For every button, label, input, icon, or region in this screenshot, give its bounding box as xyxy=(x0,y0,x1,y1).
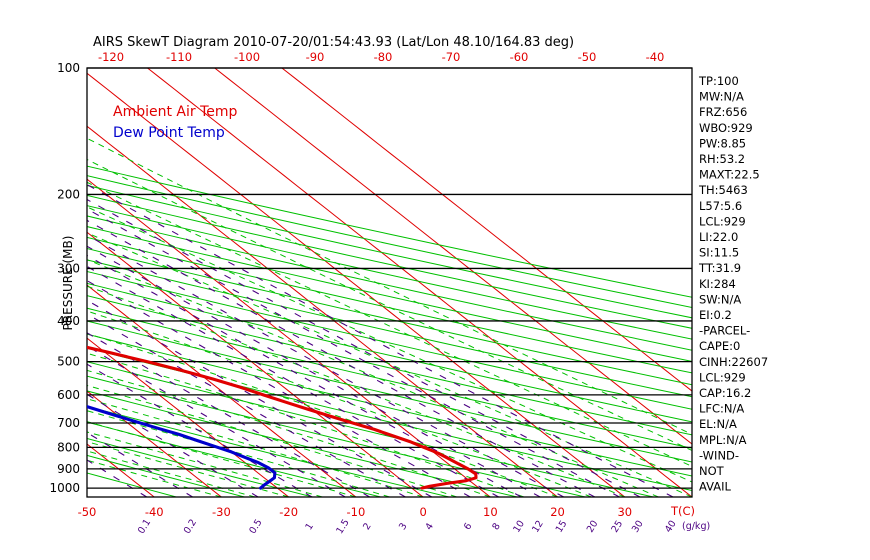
pressure-tick-1000: 1000 xyxy=(49,481,80,495)
temp-top-tick--120: -120 xyxy=(98,50,124,64)
temp-bottom-tick--10: -10 xyxy=(346,505,365,519)
temp-top-tick--40: -40 xyxy=(646,50,665,64)
index-line-0: TP:100 xyxy=(698,74,739,88)
pressure-axis-ticks: 100 200 300 400 500 600 700 800 900 1000 xyxy=(49,61,80,495)
index-line-8: L57:5.6 xyxy=(699,199,742,213)
index-line-20: CAP:16.2 xyxy=(699,386,751,400)
index-line-11: SI:11.5 xyxy=(699,246,739,260)
index-line-21: LFC:N/A xyxy=(699,402,744,416)
temp-top-tick--100: -100 xyxy=(234,50,260,64)
temp-bottom-tick-0: 0 xyxy=(419,505,426,519)
temp-top-tick--50: -50 xyxy=(578,50,597,64)
mixing-ratio-tick-15: 15 xyxy=(554,519,570,535)
temp-top-tick--90: -90 xyxy=(306,50,325,64)
mixing-ratio-unit-label: (g/kg) xyxy=(682,521,710,532)
index-line-14: SW:N/A xyxy=(699,292,741,306)
index-line-9: LCL:929 xyxy=(699,214,746,228)
temp-top-tick--70: -70 xyxy=(442,50,461,64)
pressure-tick-300: 300 xyxy=(57,261,80,275)
index-line-3: WBO:929 xyxy=(699,121,753,135)
mixing-ratio-tick-3: 3 xyxy=(397,521,410,532)
temp-bottom-tick-10: 10 xyxy=(483,505,498,519)
page-title: AIRS SkewT Diagram 2010-07-20/01:54:43.9… xyxy=(93,35,574,50)
mixing-ratio-tick-6: 6 xyxy=(462,521,475,532)
profile-curves xyxy=(87,345,478,490)
pressure-tick-700: 700 xyxy=(57,416,80,430)
index-line-1: MW:N/A xyxy=(699,90,744,104)
legend-ambient-air-temp: Ambient Air Temp xyxy=(113,104,238,120)
pressure-tick-900: 900 xyxy=(57,462,80,476)
index-line-18: CINH:22607 xyxy=(699,355,768,369)
profile-ambient-air-temp xyxy=(87,345,478,490)
temp-top-tick--80: -80 xyxy=(374,50,393,64)
mixing-ratio-tick-25: 25 xyxy=(610,519,626,535)
mixing-ratio-tick-12: 12 xyxy=(530,519,546,535)
temp-bottom-tick--30: -30 xyxy=(212,505,231,519)
index-line-17: CAPE:0 xyxy=(699,339,740,353)
index-line-2: FRZ:656 xyxy=(699,105,747,119)
temp-top-tick--110: -110 xyxy=(166,50,192,64)
temp-bottom-tick--20: -20 xyxy=(279,505,298,519)
index-line-25: NOT xyxy=(699,464,725,478)
temperature-axis-ticks: -50 -40 -30 -20 -10 0 10 20 30-120 -110 -100 -90 -80… xyxy=(78,50,665,519)
index-line-6: MAXT:22.5 xyxy=(699,168,760,182)
pressure-tick-100: 100 xyxy=(57,61,80,75)
legend-dew-point-temp: Dew Point Temp xyxy=(113,125,225,141)
mixing-ratio-tick-20: 20 xyxy=(585,519,601,535)
index-line-4: PW:8.85 xyxy=(699,136,746,150)
temperature-unit-label: T(C) xyxy=(670,504,695,518)
mixing-ratio-tick-10: 10 xyxy=(511,519,527,535)
pressure-tick-600: 600 xyxy=(57,388,80,402)
mixing-ratio-tick-30: 30 xyxy=(630,519,646,535)
index-line-26: AVAIL xyxy=(699,480,732,494)
plot-frame xyxy=(86,67,693,498)
temp-bottom-tick-30: 30 xyxy=(617,505,632,519)
index-line-23: MPL:N/A xyxy=(699,433,747,447)
pressure-tick-500: 500 xyxy=(57,355,80,369)
temp-top-tick--60: -60 xyxy=(510,50,529,64)
mixing-ratio-tick-2: 2 xyxy=(361,521,374,532)
index-line-5: RH:53.2 xyxy=(699,152,745,166)
index-line-15: EI:0.2 xyxy=(699,308,732,322)
pressure-tick-800: 800 xyxy=(57,440,80,454)
index-line-13: KI:284 xyxy=(699,277,736,291)
pressure-tick-200: 200 xyxy=(57,187,80,201)
temp-bottom-tick--50: -50 xyxy=(78,505,97,519)
index-line-19: LCL:929 xyxy=(699,370,746,384)
temp-bottom-tick-20: 20 xyxy=(550,505,565,519)
mixing-ratio-tick-40: 40 xyxy=(663,519,679,535)
mixing-ratio-tick-4: 4 xyxy=(423,521,436,532)
profile-dew-point-temp xyxy=(87,404,277,490)
mixing-ratio-tick-8: 8 xyxy=(490,521,503,532)
index-line-24: -WIND- xyxy=(699,448,739,462)
mixing-ratio-tick-1: 1 xyxy=(304,521,317,532)
temp-bottom-tick--40: -40 xyxy=(145,505,164,519)
pressure-axis-label: PRESSURE (MB) xyxy=(61,236,75,331)
index-line-7: TH:5463 xyxy=(698,183,748,197)
index-line-22: EL:N/A xyxy=(699,417,737,431)
index-line-12: TT:31.9 xyxy=(698,261,741,275)
index-line-10: LI:22.0 xyxy=(699,230,738,244)
index-line-16: -PARCEL- xyxy=(699,324,750,338)
pressure-tick-400: 400 xyxy=(57,314,80,328)
